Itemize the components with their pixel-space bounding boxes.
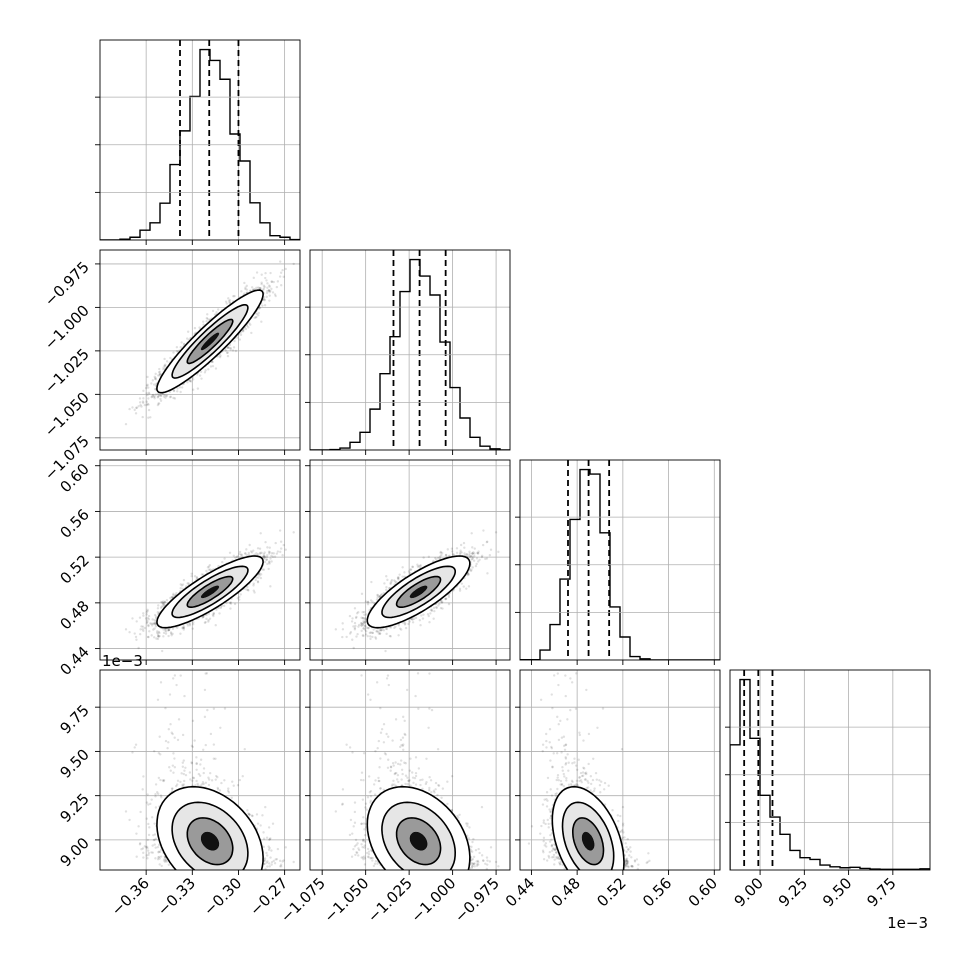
- density-peak: [409, 831, 428, 851]
- density-peak: [581, 831, 595, 851]
- ytick-label-3-3: 9.75: [56, 701, 92, 737]
- xtick-label-2-0: 0.44: [502, 874, 538, 910]
- density-peak: [200, 332, 220, 351]
- xtick-label-1-3: −1.000: [407, 874, 459, 926]
- scatter-panel-3-1: [305, 669, 511, 875]
- plot-area: [527, 672, 651, 870]
- panel-frame: [99, 39, 301, 241]
- xtick-label-2-2: 0.52: [593, 874, 629, 910]
- plot-area: [100, 40, 300, 240]
- xtick-label-3-2: 9.50: [819, 874, 855, 910]
- histogram-step: [100, 48, 300, 240]
- ytick-label-2-2: 0.52: [56, 551, 92, 587]
- ytick-label-1-4: −0.975: [41, 258, 93, 310]
- histogram-step: [310, 258, 510, 450]
- plot-area: [334, 672, 500, 870]
- xtick-label-2-3: 0.56: [639, 874, 675, 910]
- xtick-label-3-3: 9.75: [863, 874, 899, 910]
- ytick-label-2-3: 0.56: [56, 506, 92, 542]
- panel-frame: [519, 669, 721, 871]
- scatter-panel-2-1: [305, 459, 511, 665]
- panel-frame: [729, 669, 931, 871]
- xtick-label-2-4: 0.60: [685, 874, 721, 910]
- ytick-label-1-3: −1.000: [41, 301, 93, 353]
- panel-frame: [519, 459, 721, 661]
- histogram-panel-2: [515, 459, 721, 665]
- density-peak: [409, 585, 428, 599]
- scatter-panel-3-2: [515, 669, 721, 875]
- histogram-panel-0: [95, 39, 301, 245]
- ytick-label-1-1: −1.050: [41, 388, 93, 440]
- panel-frame: [309, 669, 511, 871]
- histogram-panel-1: [305, 249, 511, 455]
- xtick-label-0-0: −0.36: [108, 874, 153, 919]
- xtick-label-0-1: −0.33: [154, 874, 199, 919]
- histogram-step: [520, 468, 720, 660]
- plot-area: [730, 670, 930, 870]
- ytick-label-3-0: 9.00: [56, 834, 92, 870]
- panel-frame: [309, 249, 511, 451]
- panel-frame: [99, 459, 301, 661]
- density-peak: [200, 831, 220, 851]
- plot-area: [310, 250, 510, 450]
- plot-area: [520, 460, 720, 660]
- ytick-label-2-0: 0.44: [56, 643, 92, 679]
- density-peak: [200, 585, 220, 599]
- ytick-label-3-2: 9.50: [56, 746, 92, 782]
- offset-label-x: 1e−3: [887, 914, 928, 932]
- xtick-label-1-4: −0.975: [451, 874, 503, 926]
- plot-area: [124, 672, 295, 870]
- ytick-label-3-1: 9.25: [56, 790, 92, 826]
- histogram-panel-3: [725, 669, 931, 875]
- plot-area: [124, 529, 295, 653]
- scatter-panel-3-0: [95, 669, 301, 875]
- xtick-label-1-1: −1.050: [320, 874, 372, 926]
- panel-frame: [99, 669, 301, 871]
- xtick-label-3-0: 9.00: [731, 874, 767, 910]
- panel-frame: [309, 459, 511, 661]
- panel-frame: [99, 249, 301, 451]
- xtick-label-0-2: −0.30: [200, 874, 245, 919]
- offset-label-y: 1e−3: [102, 652, 143, 670]
- histogram-step: [730, 678, 930, 870]
- xtick-label-2-1: 0.48: [548, 874, 584, 910]
- scatter-panel-1-0: [95, 249, 301, 455]
- scatter-panel-2-0: [95, 459, 301, 665]
- plot-area: [124, 260, 295, 426]
- plot-area: [334, 529, 500, 653]
- ytick-label-1-2: −1.025: [41, 345, 93, 397]
- xtick-label-1-2: −1.025: [364, 874, 416, 926]
- xtick-label-3-1: 9.25: [775, 874, 811, 910]
- ytick-label-2-1: 0.48: [56, 597, 92, 633]
